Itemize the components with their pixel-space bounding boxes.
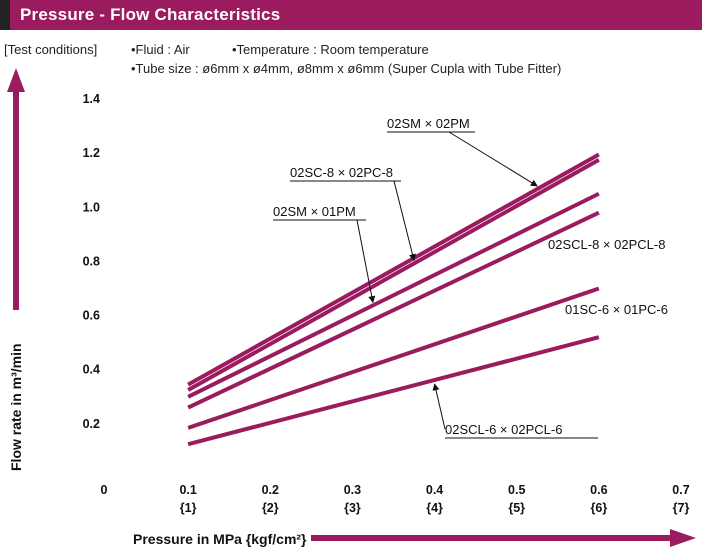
series-line-02sc-8-x-02pc-8 — [187, 158, 600, 392]
x-tick-sublabel: {4} — [426, 501, 443, 515]
annotation-leader-arrow — [356, 219, 376, 304]
y-axis-arrow-shaft — [13, 90, 19, 310]
y-tick-label: 1.0 — [83, 200, 100, 214]
annotation-02sm-x-02pm: 02SM × 02PM — [387, 116, 470, 131]
tube-size-condition: •Tube size : ø6mm x ø4mm, ø8mm x ø6mm (S… — [131, 61, 562, 76]
x-tick-sublabel: {1} — [180, 501, 197, 515]
header-accent — [0, 0, 10, 30]
x-tick-label: 0 — [101, 483, 108, 497]
annotation-leader-arrow — [432, 383, 446, 430]
y-axis-label-group: Flow rate in m³/min — [7, 68, 25, 471]
x-axis-label-group: Pressure in MPa {kgf/cm²} — [133, 529, 696, 547]
x-tick-sublabel: {5} — [508, 501, 525, 515]
test-conditions-label: [Test conditions] — [4, 42, 98, 57]
y-tick-label: 0.2 — [83, 417, 100, 431]
series-line-02sm-x-01pm — [187, 191, 600, 399]
x-tick-labels: 0 0.1 {1} 0.2 {2} 0.3 {3} 0.4 {4} 0.5 {5} 0.6 {6} 0.7… — [101, 483, 690, 515]
x-tick-label: 0.2 — [262, 483, 279, 497]
x-tick-sublabel: {3} — [344, 501, 361, 515]
annotation-02scl-6-x-02pcl-6: 02SCL-6 × 02PCL-6 — [445, 422, 562, 437]
y-tick-label: 0.6 — [83, 309, 100, 323]
page-title: Pressure - Flow Characteristics — [20, 5, 281, 24]
y-tick-label: 0.8 — [83, 254, 100, 268]
y-tick-label: 0.4 — [83, 363, 100, 377]
y-axis-label: Flow rate in m³/min — [8, 343, 24, 471]
annotation-leader-arrow — [393, 180, 416, 262]
x-tick-label: 0.1 — [179, 483, 196, 497]
annotation-02scl-8-x-02pcl-8: 02SCL-8 × 02PCL-8 — [548, 237, 665, 252]
series-line-02scl-8-x-02pcl-8 — [187, 210, 600, 410]
x-tick-label: 0.5 — [508, 483, 525, 497]
x-axis-arrow-shaft — [311, 535, 676, 541]
annotation-leader-arrow — [448, 131, 538, 187]
annotation-02sc-8-x-02pc-8: 02SC-8 × 02PC-8 — [290, 165, 393, 180]
y-tick-labels: 0.2 0.4 0.6 0.8 1.0 1.2 1.4 — [83, 92, 100, 431]
y-axis-arrow-head — [7, 68, 25, 92]
x-axis-label: Pressure in MPa {kgf/cm²} — [133, 531, 307, 547]
x-tick-label: 0.7 — [672, 483, 689, 497]
x-tick-sublabel: {6} — [591, 501, 608, 515]
x-tick-label: 0.3 — [344, 483, 361, 497]
temperature-condition: •Temperature : Room temperature — [232, 42, 429, 57]
series-line-02scl-6-x-02pcl-6 — [187, 335, 600, 447]
series-line-02sm-x-02pm — [187, 152, 600, 387]
series-line-01sc-6-x-01pc-6 — [187, 286, 600, 430]
annotations: 02SM × 02PM 02SC-8 × 02PC-8 02SM × 01PM 02S… — [273, 116, 668, 439]
y-tick-label: 1.4 — [83, 92, 100, 106]
series-lines — [187, 152, 600, 447]
x-tick-label: 0.6 — [590, 483, 607, 497]
x-tick-label: 0.4 — [426, 483, 443, 497]
x-axis-arrow-head — [670, 529, 696, 547]
y-tick-label: 1.2 — [83, 146, 100, 160]
fluid-condition: •Fluid : Air — [131, 42, 190, 57]
x-tick-sublabel: {2} — [262, 501, 279, 515]
x-tick-sublabel: {7} — [673, 501, 690, 515]
annotation-02sm-x-01pm: 02SM × 01PM — [273, 204, 356, 219]
header-bar — [0, 0, 702, 30]
annotation-01sc-6-x-01pc-6: 01SC-6 × 01PC-6 — [565, 302, 668, 317]
